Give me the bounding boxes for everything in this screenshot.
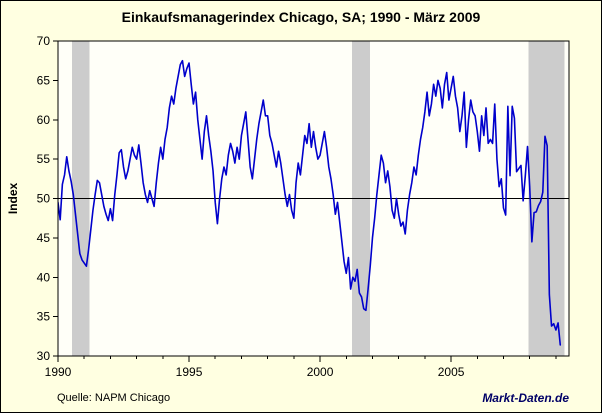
y-tick-label: 35 (37, 310, 51, 324)
pmi-line-series (58, 59, 562, 346)
x-tick-label: 1995 (176, 365, 203, 379)
brand-label: Markt-Daten.de (482, 391, 569, 405)
y-tick-label: 70 (37, 34, 51, 48)
source-label: Quelle: NAPM Chicago (57, 392, 171, 404)
x-tick-label: 2000 (307, 365, 334, 379)
chart-title: Einkaufsmanagerindex Chicago, SA; 1990 -… (121, 9, 481, 25)
y-tick-label: 30 (37, 349, 51, 363)
x-tick-label: 1990 (45, 365, 72, 379)
y-tick-label: 40 (37, 270, 51, 284)
y-tick-label: 45 (37, 231, 51, 245)
y-tick-label: 65 (37, 73, 51, 87)
x-tick-label: 2005 (438, 365, 465, 379)
y-tick-label: 60 (37, 113, 51, 127)
y-axis-title: Index (6, 183, 20, 215)
y-tick-label: 55 (37, 152, 51, 166)
y-tick-label: 50 (37, 192, 51, 206)
